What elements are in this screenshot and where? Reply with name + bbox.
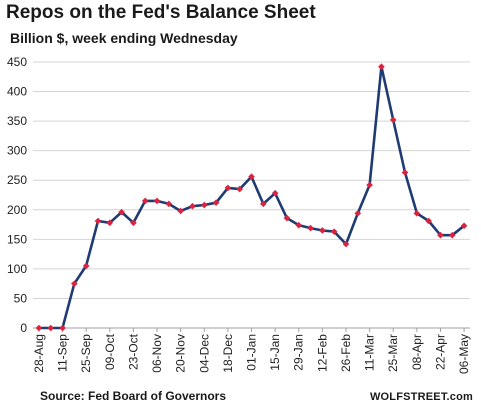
data-point <box>189 202 196 210</box>
y-tick-label: 200 <box>7 203 27 217</box>
data-point <box>248 173 255 180</box>
y-tick-label: 450 <box>7 55 27 69</box>
y-tick-label: 0 <box>20 321 27 335</box>
y-tick-label: 50 <box>14 291 28 305</box>
data-point <box>118 208 125 216</box>
data-point <box>389 116 397 124</box>
y-tick-label: 250 <box>7 173 27 187</box>
x-tick-label: 29-Jan <box>292 334 306 371</box>
x-tick-label: 11-Mar <box>363 334 377 371</box>
data-point <box>59 324 66 332</box>
x-tick-label: 06-Nov <box>150 334 164 373</box>
chart-title: Repos on the Fed's Balance Sheet <box>6 2 316 23</box>
data-point <box>425 217 432 225</box>
data-point <box>106 219 114 227</box>
x-tick-label: 11-Sep <box>56 334 70 372</box>
y-axis: 0 50 100 150 200 250 300 350 400 450 <box>7 55 27 335</box>
series-line <box>38 65 465 330</box>
data-point <box>236 185 243 193</box>
brand-label: WOLFSTREET.com <box>369 391 473 403</box>
x-tick-label: 15-Jan <box>268 334 282 371</box>
x-tick-label: 28-Aug <box>32 334 46 373</box>
data-point <box>401 169 409 176</box>
x-tick-label: 20-Nov <box>174 334 188 373</box>
x-tick-label: 22-Apr <box>433 334 447 370</box>
data-point <box>448 231 456 239</box>
x-tick-label: 25-Mar <box>386 334 400 372</box>
data-point <box>260 200 267 208</box>
data-point <box>212 199 220 206</box>
data-point <box>130 219 137 227</box>
x-tick-label: 06-May <box>457 334 471 374</box>
data-point <box>354 210 362 217</box>
grid-lines <box>33 61 470 299</box>
data-point <box>35 324 43 332</box>
x-tick-label: 04-Dec <box>197 334 211 373</box>
data-point <box>366 181 373 189</box>
data-point <box>413 210 421 217</box>
data-point <box>177 207 184 215</box>
x-tick-label: 18-Dec <box>221 334 235 373</box>
data-point <box>460 222 468 230</box>
data-point <box>342 240 350 248</box>
data-point <box>271 189 279 197</box>
source-note: Source: Fed Board of Governors <box>40 389 227 403</box>
data-point <box>283 214 291 222</box>
data-point <box>82 262 90 270</box>
x-tick-label: 01-Jan <box>245 334 259 371</box>
data-point <box>141 197 149 205</box>
y-tick-label: 150 <box>7 232 27 246</box>
data-point <box>47 324 55 332</box>
data-point <box>295 221 303 229</box>
data-point <box>307 224 314 232</box>
x-tick-label: 12-Feb <box>315 334 329 372</box>
y-tick-label: 300 <box>7 144 27 158</box>
x-tick-label: 26-Feb <box>339 334 353 372</box>
y-tick-label: 350 <box>7 114 27 128</box>
x-tick-label: 08-Apr <box>410 334 424 370</box>
y-tick-label: 400 <box>7 85 27 99</box>
chart-subtitle: Billion $, week ending Wednesday <box>10 30 238 46</box>
data-point <box>71 280 78 287</box>
x-tick-label: 23-Oct <box>126 333 140 370</box>
series-group <box>35 63 468 332</box>
y-tick-label: 100 <box>7 262 27 276</box>
data-point <box>94 217 102 225</box>
data-point <box>319 227 326 234</box>
data-point <box>153 197 161 205</box>
x-axis: 28-Aug 11-Sep 25-Sep 09-Oct 23-Oct 06-Nov 20-N… <box>32 327 471 374</box>
data-point <box>437 231 444 239</box>
data-point <box>378 63 385 71</box>
data-point <box>224 184 232 192</box>
x-tick-label: 25-Sep <box>79 334 93 373</box>
data-point <box>165 200 173 208</box>
data-point <box>330 228 338 235</box>
data-point <box>200 201 208 209</box>
x-tick-label: 09-Oct <box>103 333 117 370</box>
